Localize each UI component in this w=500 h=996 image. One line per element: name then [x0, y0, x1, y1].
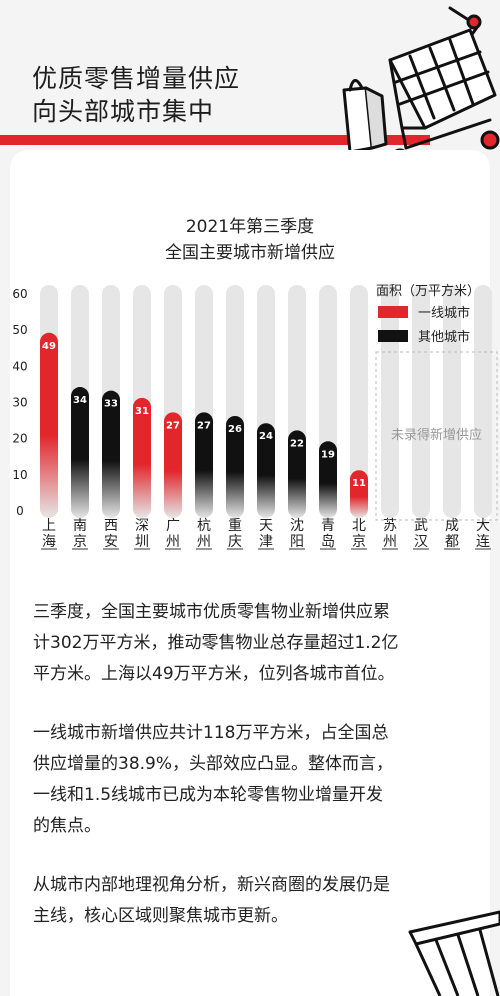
bar	[319, 441, 337, 518]
legend-entry-label: 一线城市	[418, 305, 470, 321]
x-tick-label: 岛	[321, 534, 335, 550]
legend-title: 面积（万平方米）	[376, 283, 480, 299]
paragraph-line: 三季度，全国主要城市优质零售物业新增供应累	[33, 602, 390, 622]
legend-entry-label: 其他城市	[418, 329, 470, 345]
y-tick-label: 30	[12, 396, 27, 410]
x-tick-label: 深	[135, 518, 149, 534]
x-tick-label: 上	[42, 518, 56, 534]
bar-value-label: 19	[321, 449, 335, 460]
paragraph-line: 平方米。上海以49万平方米，位列各城市首位。	[33, 664, 395, 684]
bar-value-label: 34	[73, 395, 87, 406]
x-tick-label: 安	[104, 534, 118, 550]
no-data-box	[375, 351, 498, 521]
bar-value-label: 22	[290, 438, 304, 449]
x-tick-label: 津	[259, 534, 273, 550]
bars: 49 34 33 31 27 27 26 24 22 19 11	[40, 332, 368, 518]
header-title-line-2: 向头部城市集中	[32, 97, 215, 126]
x-tick-label: 州	[383, 534, 397, 550]
bar	[288, 430, 306, 518]
x-tick-label: 庆	[228, 534, 242, 550]
x-tick-label: 沈	[290, 518, 304, 534]
chart-title: 2021年第三季度	[185, 217, 315, 237]
bar-value-label: 24	[259, 431, 273, 442]
x-tick-label: 都	[445, 534, 459, 550]
paragraph-line: 一线和1.5线城市已成为本轮零售物业增量开发	[33, 785, 384, 805]
x-tick-label: 州	[166, 534, 180, 550]
x-tick-label: 京	[73, 534, 87, 550]
bar-value-label: 31	[135, 406, 149, 417]
y-tick-label: 10	[12, 468, 27, 482]
y-tick-label: 60	[12, 287, 27, 301]
decorative-frame-icon	[408, 910, 500, 996]
x-tick-label: 大	[476, 518, 490, 534]
bar	[133, 397, 151, 518]
x-tick-label: 州	[197, 534, 211, 550]
paragraph-line: 的焦点。	[33, 816, 101, 836]
y-tick-label: 40	[12, 359, 27, 373]
bar-track	[474, 285, 492, 518]
x-tick-label: 武	[414, 518, 428, 534]
bar	[350, 470, 368, 518]
bar	[257, 423, 275, 518]
legend-swatch	[378, 306, 408, 318]
header-red-bar	[0, 135, 430, 145]
bar-track	[350, 285, 368, 518]
bar	[102, 390, 120, 518]
bar-value-label: 49	[42, 341, 56, 352]
paragraph-line: 计302万平方米，推动零售物业总存量超过1.2亿	[33, 633, 399, 653]
paragraph: 从城市内部地理视角分析，新兴商圈的发展仍是 主线，核心区域则聚焦城市更新。	[33, 870, 473, 932]
shopping-cart-icon	[342, 6, 500, 174]
bar-value-label: 11	[352, 478, 366, 489]
bar	[195, 412, 213, 518]
no-data-group: 未录得新增供应	[375, 351, 498, 521]
bar	[40, 332, 58, 518]
bar	[164, 412, 182, 518]
header-title-line-1: 优质零售增量供应	[32, 64, 241, 93]
x-tick-label: 青	[321, 518, 335, 534]
no-data-note: 未录得新增供应	[391, 427, 482, 443]
bar-value-label: 26	[228, 424, 242, 435]
x-tick-label: 天	[259, 518, 273, 534]
y-tick-label: 0	[16, 504, 24, 518]
legend-swatch	[378, 330, 408, 342]
bar-chart: 49 34 33 31 27 27 26 24 22 19 11 0 10 20 30 40 50 60 上海 南…	[12, 283, 498, 550]
x-tick-label: 北	[352, 518, 366, 534]
bar-value-label: 27	[166, 420, 180, 431]
x-tick-label: 连	[476, 534, 490, 550]
x-tick-label: 重	[228, 518, 242, 534]
bar-track	[443, 285, 461, 518]
x-tick-label: 成	[445, 518, 459, 534]
header-title: 优质零售增量供应 向头部城市集中	[32, 62, 240, 128]
chart-subtitle: 全国主要城市新增供应	[165, 243, 335, 263]
paragraph-line: 一线城市新增供应共计118万平方米，占全国总	[33, 723, 389, 743]
y-ticks: 0 10 20 30 40 50 60	[12, 287, 27, 518]
bar	[71, 387, 89, 518]
x-tick-label: 西	[104, 518, 118, 534]
bar-track	[381, 285, 399, 518]
paragraph: 一线城市新增供应共计118万平方米，占全国总 供应增量的38.9%，头部效应凸显。…	[33, 718, 473, 842]
y-tick-label: 20	[12, 432, 27, 446]
x-tick-label: 杭	[197, 518, 211, 534]
x-tick-label: 京	[352, 534, 366, 550]
x-tick-label: 苏	[383, 518, 397, 534]
x-tick-label: 海	[42, 534, 56, 550]
paragraph-line: 供应增量的38.9%，头部效应凸显。整体而言，	[33, 754, 394, 774]
paragraph-line: 从城市内部地理视角分析，新兴商圈的发展仍是	[33, 875, 390, 895]
bar-value-label: 27	[197, 420, 211, 431]
paragraph-line: 主线，核心区域则聚焦城市更新。	[33, 906, 288, 926]
paragraph: 三季度，全国主要城市优质零售物业新增供应累 计302万平方米，推动零售物业总存量超…	[33, 597, 473, 690]
bar	[226, 415, 244, 518]
x-tick-label: 汉	[414, 534, 428, 550]
bar-value-label: 33	[104, 399, 118, 410]
x-tick-label: 阳	[290, 534, 304, 550]
header: 优质零售增量供应 向头部城市集中	[0, 0, 500, 174]
bar-track	[412, 285, 430, 518]
x-tick-label: 圳	[135, 534, 149, 550]
content-card	[10, 150, 490, 996]
y-tick-label: 50	[12, 323, 27, 337]
x-tick-label: 广	[166, 518, 180, 534]
x-tick-label: 南	[73, 518, 87, 534]
